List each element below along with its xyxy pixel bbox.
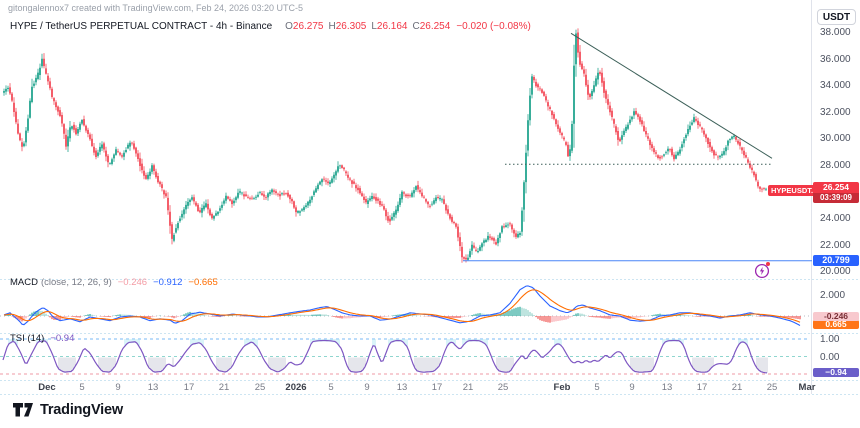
time-tick-label: 21 (218, 382, 230, 393)
macd-legend[interactable]: MACD (close, 12, 26, 9) −0.246 −0.912 −0.665 (10, 277, 218, 288)
time-tick-label: Mar (798, 382, 816, 393)
symbol-price-tag: HYPEUSDT.P (768, 185, 822, 196)
time-tick-label: 9 (629, 382, 635, 393)
time-tick-label: 21 (462, 382, 474, 393)
axis-tick-label: 38.000 (820, 27, 851, 38)
change-value: −0.020 (−0.08%) (456, 21, 531, 32)
time-tick-label: Dec (38, 382, 56, 393)
close-label: C (412, 21, 420, 32)
time-tick-label: 17 (696, 382, 708, 393)
tsi-value-tag: −0.94 (813, 368, 859, 377)
chart-canvas[interactable] (0, 0, 860, 397)
time-tick-label: 17 (431, 382, 443, 393)
time-tick-label: 17 (183, 382, 195, 393)
tsi-value: −0.94 (50, 333, 75, 344)
alert-icon[interactable] (754, 262, 770, 279)
low-label: L (371, 21, 377, 32)
axis-tick-label: 0.00 (820, 352, 840, 363)
time-tick-label: 25 (497, 382, 509, 393)
macd-signal-value: −0.665 (188, 277, 218, 288)
tsi-title: TSI (14) (10, 333, 45, 344)
axis-tick-label: 2.000 (820, 290, 846, 301)
symbol-title: HYPE / TetherUS PERPETUAL CONTRACT - 4h … (10, 21, 273, 32)
time-tick-label: 5 (328, 382, 334, 393)
axis-tick-label: 28.000 (820, 160, 851, 171)
current-price-tag: 26.254 03:39:09 (813, 182, 859, 203)
symbol-legend[interactable]: HYPE / TetherUS PERPETUAL CONTRACT - 4h … (10, 21, 531, 32)
level-price-tag: 20.799 (813, 255, 859, 266)
time-tick-label: Feb (553, 382, 571, 393)
axis-tick-label: 30.000 (820, 133, 851, 144)
tsi-legend[interactable]: TSI (14) −0.94 (10, 333, 74, 344)
time-tick-label: 9 (364, 382, 370, 393)
macd-params: (close, 12, 26, 9) (40, 277, 112, 288)
axis-tick-label: 36.000 (820, 54, 851, 65)
watermark: gitongalennox7 created with TradingView.… (8, 3, 304, 13)
currency-toggle-button[interactable]: USDT (817, 9, 856, 25)
macd-signal-tag: 0.665 (813, 320, 859, 329)
low-value: 26.164 (376, 21, 408, 32)
time-tick-label: 9 (115, 382, 121, 393)
axis-tick-label: 24.000 (820, 213, 851, 224)
macd-hist-tag: -0.246 (813, 312, 859, 321)
macd-hist-value: −0.246 (117, 277, 148, 288)
time-tick-label: 13 (396, 382, 408, 393)
time-tick-label: 5 (79, 382, 85, 393)
tradingview-logo-mark (13, 403, 33, 417)
tradingview-logo[interactable]: TradingView (12, 402, 123, 418)
axis-tick-label: 20.000 (820, 266, 851, 277)
axis-tick-label: 32.000 (820, 107, 851, 118)
axis-tick-label: 1.00 (820, 334, 840, 345)
high-value: 26.305 (335, 21, 367, 32)
time-tick-label: 13 (661, 382, 673, 393)
open-label: O (285, 21, 293, 32)
alert-notification-dot (766, 262, 770, 266)
time-tick-label: 25 (766, 382, 778, 393)
time-tick-label: 25 (254, 382, 266, 393)
tradingview-logo-text: TradingView (40, 402, 123, 418)
time-tick-label: 2026 (285, 382, 307, 393)
axis-tick-label: 34.000 (820, 80, 851, 91)
time-tick-label: 13 (147, 382, 159, 393)
bar-countdown: 03:39:09 (813, 193, 859, 203)
time-tick-label: 5 (594, 382, 600, 393)
open-value: 26.275 (292, 21, 324, 32)
current-price-value: 26.254 (813, 182, 859, 193)
axis-tick-label: 22.000 (820, 240, 851, 251)
close-value: 26.254 (419, 21, 451, 32)
macd-line-value: −0.912 (153, 277, 183, 288)
high-label: H (328, 21, 336, 32)
macd-title: MACD (10, 277, 38, 288)
time-tick-label: 21 (731, 382, 743, 393)
